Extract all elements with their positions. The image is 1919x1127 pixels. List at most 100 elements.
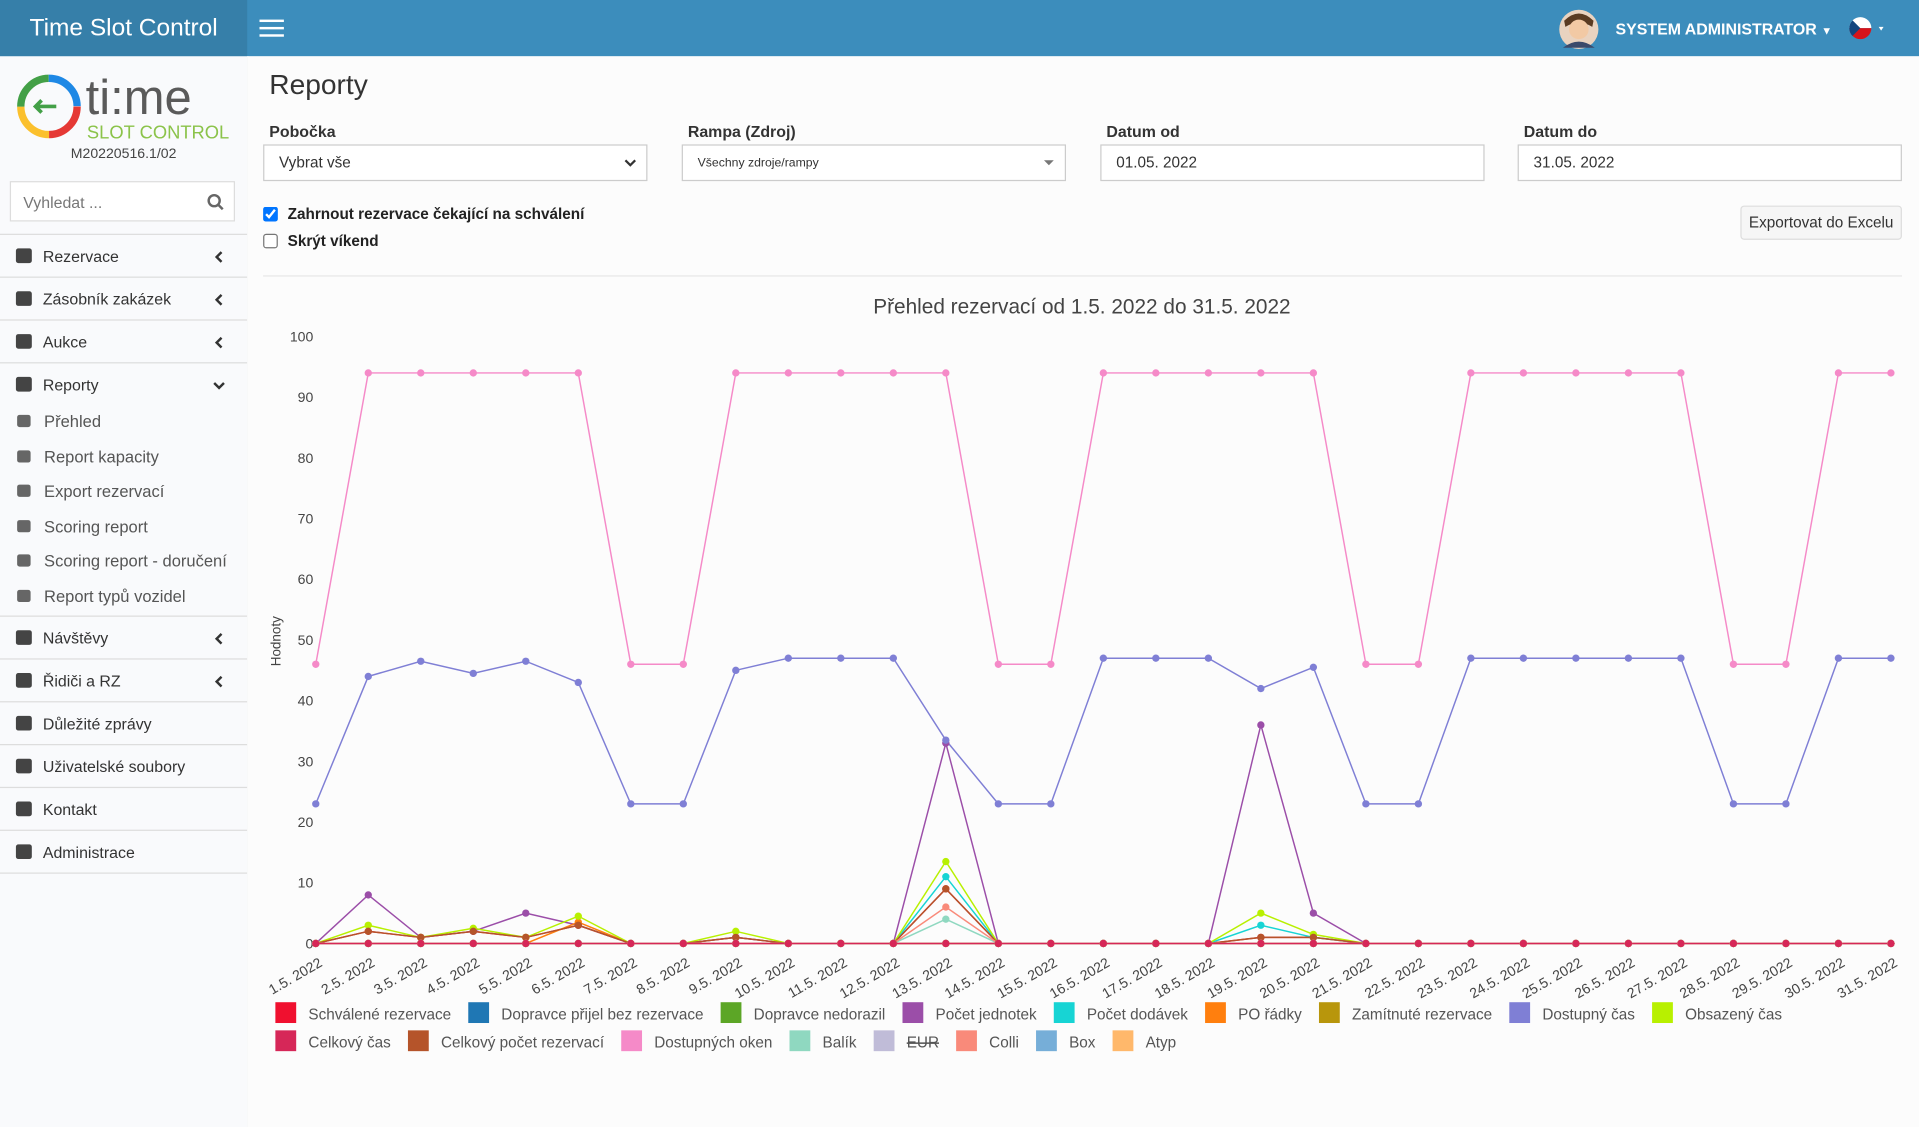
data-point (994, 800, 1003, 808)
dropdown-arrow[interactable] (624, 157, 636, 169)
menu-item[interactable]: Návštěvy (0, 616, 248, 660)
legend-label[interactable]: Balík (823, 1034, 857, 1051)
menu-toggle[interactable] (259, 17, 284, 39)
legend-label[interactable]: Celkový počet rezervací (441, 1034, 605, 1051)
menu-label[interactable]: Kontakt (42, 799, 97, 819)
menu-item[interactable]: Kontakt (0, 788, 248, 831)
menu-item[interactable]: Aukce (0, 321, 248, 364)
legend-item[interactable]: Celkový počet rezervací (407, 1030, 605, 1051)
legend-label[interactable]: Počet jednotek (936, 1006, 1037, 1023)
field-value[interactable]: 01.05. 2022 (1116, 154, 1198, 172)
legend-item[interactable]: Schválené rezervace (275, 1002, 451, 1023)
user-name[interactable]: SYSTEM ADMINISTRATOR ▼ (1615, 19, 1833, 38)
legend-item[interactable]: Celkový čas (275, 1030, 391, 1051)
user-label[interactable]: SYSTEM ADMINISTRATOR (1615, 19, 1817, 38)
menu-label[interactable]: Rezervace (42, 247, 119, 266)
select[interactable]: Vybrat vše (263, 144, 648, 182)
legend-item[interactable]: Obsazený čas (1652, 1002, 1782, 1023)
legend-label[interactable]: Obsazený čas (1685, 1006, 1782, 1023)
search-icon[interactable] (207, 193, 224, 211)
legend-label[interactable]: Box (1069, 1034, 1096, 1051)
legend-label[interactable]: EUR (907, 1034, 939, 1051)
menu-icon (15, 800, 32, 816)
submenu-label[interactable]: Přehled (44, 412, 102, 431)
data-point (679, 800, 687, 808)
legend-item[interactable]: EUR (873, 1030, 939, 1051)
submenu-label[interactable]: Report kapacity (44, 447, 159, 466)
legend-label[interactable]: Dostupných oken (654, 1034, 772, 1051)
series-line (315, 887, 1891, 945)
submenu-icon (17, 449, 31, 463)
menu-label[interactable]: Řidiči a RZ (42, 671, 121, 690)
submenu-item[interactable]: Report kapacity (0, 440, 247, 475)
submenu-label[interactable]: Scoring report (44, 517, 148, 536)
menu-label[interactable]: Návštěvy (42, 628, 109, 647)
checkbox-label[interactable]: Zahrnout rezervace čekající na schválení (287, 205, 585, 223)
legend-item[interactable]: Colli (956, 1030, 1019, 1051)
legend-item[interactable]: Dopravce nedorazil (720, 1002, 886, 1023)
menu-item[interactable]: Reporty (0, 363, 247, 405)
menu-label[interactable]: Administrace (42, 842, 135, 861)
checkbox[interactable] (263, 206, 278, 222)
menu-item[interactable]: Zásobník zakázek (0, 278, 248, 321)
menu-item[interactable]: Administrace (0, 830, 248, 874)
y-tick-label: 40 (298, 693, 314, 709)
menu-label[interactable]: Uživatelské soubory (42, 756, 186, 776)
menu-item[interactable]: Důležité zprávy (0, 702, 248, 745)
data-point (1677, 939, 1685, 948)
menu-label[interactable]: Důležité zprávy (42, 714, 152, 733)
menu-label[interactable]: Zásobník zakázek (42, 290, 172, 309)
legend-item[interactable]: Dopravce přijel bez rezervace (468, 1002, 703, 1023)
legend-label[interactable]: Zamítnuté rezervace (1352, 1006, 1492, 1023)
submenu-label[interactable]: Export rezervací (44, 482, 165, 501)
legend-item[interactable]: Dostupný čas (1509, 1002, 1635, 1023)
submenu-label[interactable]: Scoring report - doručení (44, 552, 227, 571)
select[interactable]: Všechny zdroje/rampy (681, 144, 1067, 182)
legend-item[interactable]: PO řádky (1205, 1002, 1302, 1023)
legend-item[interactable]: Zamítnuté rezervace (1318, 1002, 1492, 1023)
legend-label[interactable]: Počet dodávek (1087, 1006, 1188, 1023)
legend-item[interactable]: Atyp (1112, 1030, 1177, 1051)
legend-label[interactable]: PO řádky (1238, 1006, 1302, 1023)
submenu-item[interactable]: Přehled (0, 405, 247, 440)
field-value[interactable]: Všechny zdroje/rampy (697, 156, 819, 171)
x-tick-label: 31.5. 2022 (1834, 954, 1900, 1001)
checkbox[interactable] (263, 233, 278, 249)
language-flag[interactable] (1848, 16, 1890, 40)
checkbox-label[interactable]: Skrýt víkend (287, 232, 379, 250)
field-value[interactable]: 31.05. 2022 (1533, 154, 1615, 172)
menu-item[interactable]: Rezervace (0, 235, 248, 278)
legend-label[interactable]: Dostupný čas (1542, 1006, 1635, 1023)
data-point (942, 873, 950, 881)
field-value[interactable]: Vybrat vše (279, 154, 351, 172)
brand[interactable]: Time Slot Control (0, 0, 248, 57)
legend-label[interactable]: Dopravce přijel bez rezervace (501, 1006, 703, 1023)
checkbox-row[interactable]: Skrýt víkend (263, 232, 379, 250)
legend-label[interactable]: Dopravce nedorazil (754, 1006, 886, 1023)
checkbox-row[interactable]: Zahrnout rezervace čekající na schválení (263, 206, 584, 223)
dropdown-arrow[interactable] (1043, 157, 1055, 169)
legend-item[interactable]: Počet jednotek (902, 1002, 1037, 1023)
legend-label[interactable]: Schválené rezervace (308, 1006, 451, 1023)
legend-label[interactable]: Atyp (1146, 1034, 1177, 1051)
submenu-label[interactable]: Report typů vozidel (44, 587, 186, 606)
legend-label[interactable]: Colli (989, 1034, 1019, 1051)
menu-item[interactable]: Řidiči a RZ (0, 659, 248, 702)
search-box[interactable]: Vyhledat ... (9, 181, 235, 222)
menu-label[interactable]: Aukce (42, 332, 88, 352)
date-input[interactable]: 01.05. 2022 (1100, 144, 1485, 182)
legend-item[interactable]: Balík (789, 1030, 857, 1051)
legend-item[interactable]: Box (1036, 1030, 1096, 1051)
legend-label[interactable]: Celkový čas (308, 1034, 391, 1051)
submenu-item[interactable]: Report typů vozidel (0, 580, 247, 615)
legend-item[interactable]: Dostupných oken (621, 1030, 772, 1051)
submenu-item[interactable]: Export rezervací (0, 475, 247, 510)
menu-item[interactable]: Uživatelské soubory (0, 745, 248, 788)
menu-label[interactable]: Reporty (42, 375, 99, 395)
submenu-item[interactable]: Scoring report (0, 510, 247, 545)
legend-item[interactable]: Počet dodávek (1053, 1002, 1189, 1023)
export-button[interactable]: Exportovat do Excelu (1740, 205, 1902, 240)
avatar[interactable] (1558, 9, 1600, 51)
submenu-item[interactable]: Scoring report - doručení (0, 545, 247, 580)
date-input[interactable]: 31.05. 2022 (1517, 144, 1902, 182)
